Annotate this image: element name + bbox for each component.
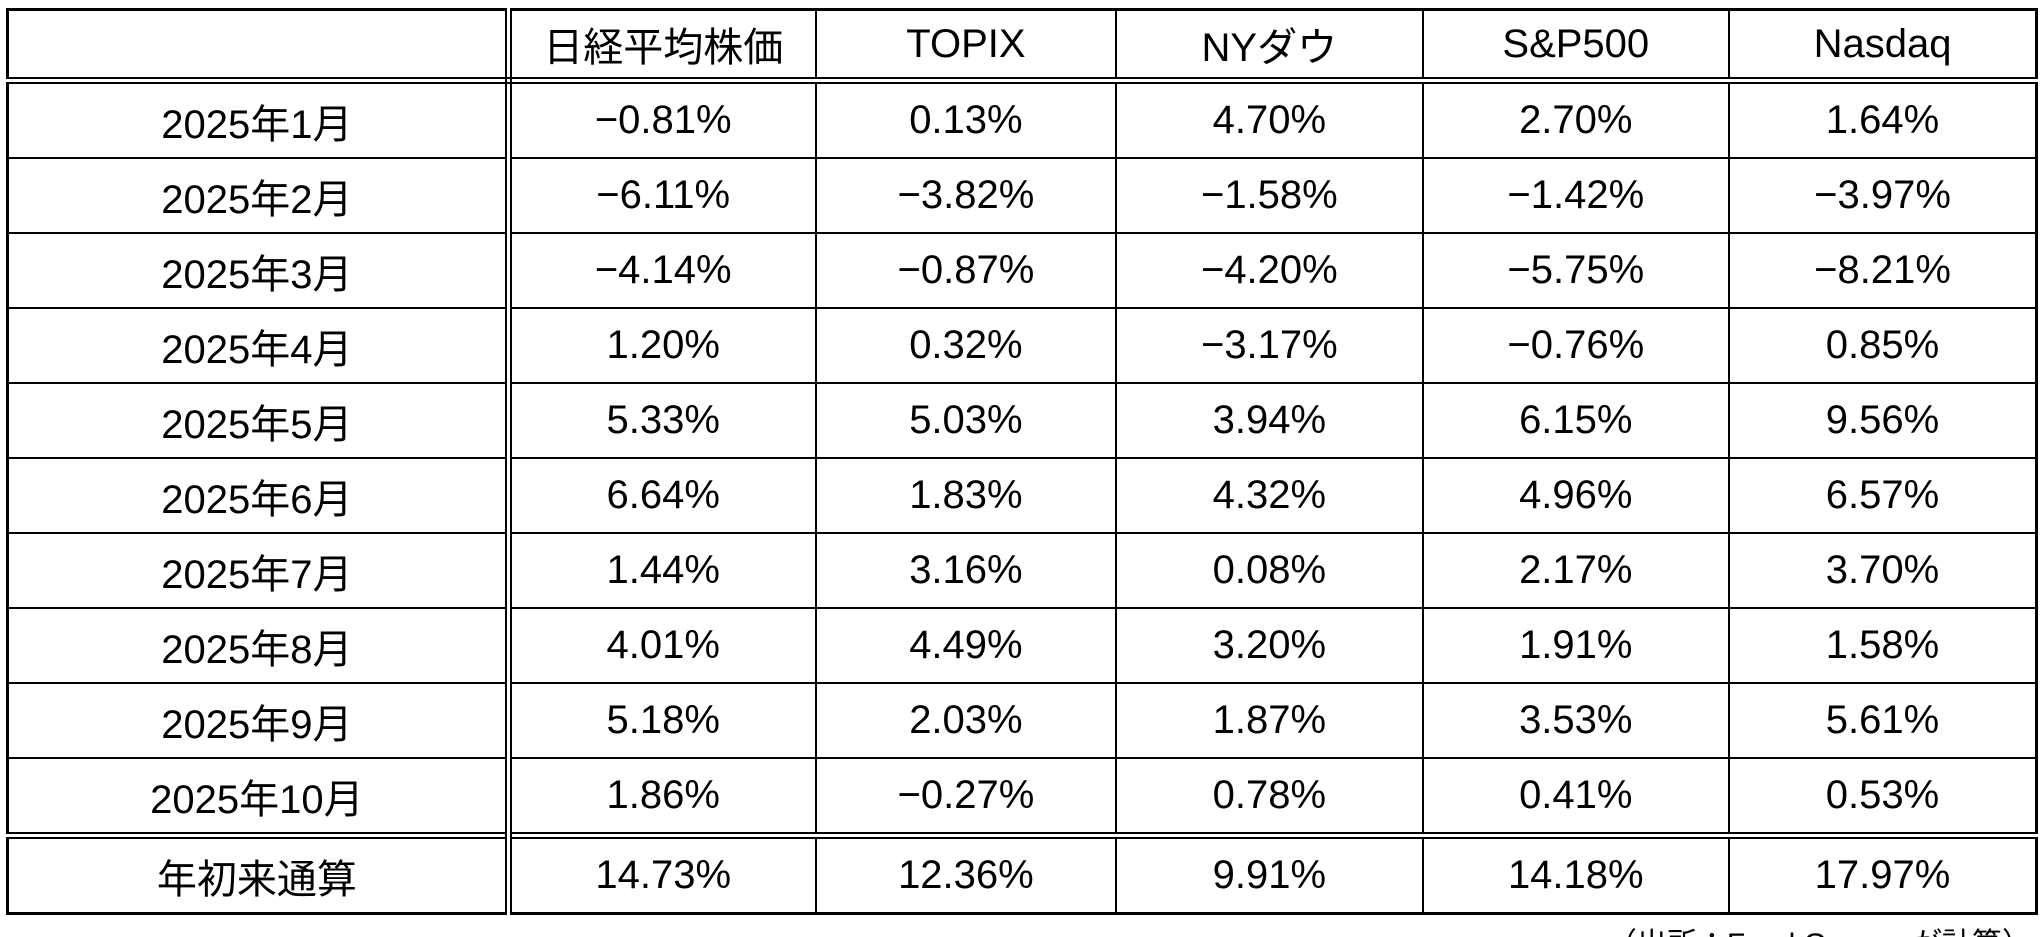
cell: 14.18%	[1421, 832, 1731, 915]
row-label: 2025年4月	[6, 307, 512, 384]
table-row: 2025年7月 1.44% 3.16% 0.08% 2.17% 3.70%	[6, 532, 2038, 609]
table-row: 2025年5月 5.33% 5.03% 3.94% 6.15% 9.56%	[6, 382, 2038, 459]
cell: 1.83%	[814, 457, 1118, 534]
cell: 3.53%	[1421, 682, 1731, 759]
cell: 1.86%	[507, 757, 817, 837]
col-header-sp500: S&P500	[1421, 8, 1731, 84]
col-header-topix: TOPIX	[814, 8, 1118, 84]
col-header-nydow: NYダウ	[1115, 8, 1424, 84]
cell: 0.78%	[1115, 757, 1424, 837]
cell: 2.17%	[1421, 532, 1731, 609]
row-label: 2025年10月	[6, 757, 512, 837]
cell: −1.42%	[1421, 157, 1731, 234]
cell: 6.57%	[1728, 457, 2038, 534]
cell: 2.03%	[814, 682, 1118, 759]
cell: −8.21%	[1728, 232, 2038, 309]
table-row: 2025年8月 4.01% 4.49% 3.20% 1.91% 1.58%	[6, 607, 2038, 684]
cell: 5.33%	[507, 382, 817, 459]
cell: 2.70%	[1421, 79, 1731, 159]
cell: −4.14%	[507, 232, 817, 309]
cell: 4.70%	[1115, 79, 1424, 159]
cell: −1.58%	[1115, 157, 1424, 234]
cell: −4.20%	[1115, 232, 1424, 309]
cell: 3.94%	[1115, 382, 1424, 459]
cell: −0.27%	[814, 757, 1118, 837]
cell: 4.01%	[507, 607, 817, 684]
cell: 5.61%	[1728, 682, 2038, 759]
cell: 12.36%	[814, 832, 1118, 915]
table-row: 2025年3月 −4.14% −0.87% −4.20% −5.75% −8.2…	[6, 232, 2038, 309]
col-header-nasdaq: Nasdaq	[1728, 8, 2038, 84]
cell: 17.97%	[1728, 832, 2038, 915]
cell: 9.91%	[1115, 832, 1424, 915]
row-label: 2025年6月	[6, 457, 512, 534]
cell: 6.64%	[507, 457, 817, 534]
table-row: 2025年1月 −0.81% 0.13% 4.70% 2.70% 1.64%	[6, 79, 2038, 159]
cell: 14.73%	[507, 832, 817, 915]
cell: 4.49%	[814, 607, 1118, 684]
cell: 3.20%	[1115, 607, 1424, 684]
monthly-performance-table: 日経平均株価 TOPIX NYダウ S&P500 Nasdaq 2025年1月 …	[6, 8, 2038, 915]
cell: 0.13%	[814, 79, 1118, 159]
cell: 1.44%	[507, 532, 817, 609]
cell: −0.76%	[1421, 307, 1731, 384]
row-label: 2025年7月	[6, 532, 512, 609]
cell: −3.82%	[814, 157, 1118, 234]
table-row: 2025年6月 6.64% 1.83% 4.32% 4.96% 6.57%	[6, 457, 2038, 534]
row-label: 2025年3月	[6, 232, 512, 309]
row-label: 2025年1月	[6, 79, 512, 159]
source-note: （出所：Fund Garage が計算）	[6, 915, 2038, 937]
table-row: 2025年10月 1.86% −0.27% 0.78% 0.41% 0.53%	[6, 757, 2038, 837]
cell: 1.64%	[1728, 79, 2038, 159]
cell: −3.97%	[1728, 157, 2038, 234]
cell: 4.96%	[1421, 457, 1731, 534]
table-row: 2025年2月 −6.11% −3.82% −1.58% −1.42% −3.9…	[6, 157, 2038, 234]
cell: 0.85%	[1728, 307, 2038, 384]
row-label: 2025年8月	[6, 607, 512, 684]
cell: 9.56%	[1728, 382, 2038, 459]
cell: 0.32%	[814, 307, 1118, 384]
cell: 1.91%	[1421, 607, 1731, 684]
cell: 6.15%	[1421, 382, 1731, 459]
cell: −6.11%	[507, 157, 817, 234]
cell: 1.87%	[1115, 682, 1424, 759]
row-label: 2025年5月	[6, 382, 512, 459]
row-label: 2025年2月	[6, 157, 512, 234]
cell: 0.41%	[1421, 757, 1731, 837]
total-row: 年初来通算 14.73% 12.36% 9.91% 14.18% 17.97%	[6, 832, 2038, 915]
cell: 3.16%	[814, 532, 1118, 609]
cell: 5.18%	[507, 682, 817, 759]
row-label: 年初来通算	[6, 832, 512, 915]
cell: 0.53%	[1728, 757, 2038, 837]
table-row: 2025年9月 5.18% 2.03% 1.87% 3.53% 5.61%	[6, 682, 2038, 759]
header-row: 日経平均株価 TOPIX NYダウ S&P500 Nasdaq	[6, 8, 2038, 84]
col-header-nikkei: 日経平均株価	[507, 8, 817, 84]
cell: 4.32%	[1115, 457, 1424, 534]
row-label: 2025年9月	[6, 682, 512, 759]
cell: 5.03%	[814, 382, 1118, 459]
cell: −0.81%	[507, 79, 817, 159]
cell: 3.70%	[1728, 532, 2038, 609]
cell: 1.20%	[507, 307, 817, 384]
cell: 1.58%	[1728, 607, 2038, 684]
cell: 0.08%	[1115, 532, 1424, 609]
cell: −3.17%	[1115, 307, 1424, 384]
cell: −5.75%	[1421, 232, 1731, 309]
cell: −0.87%	[814, 232, 1118, 309]
corner-cell	[6, 8, 512, 84]
table-row: 2025年4月 1.20% 0.32% −3.17% −0.76% 0.85%	[6, 307, 2038, 384]
